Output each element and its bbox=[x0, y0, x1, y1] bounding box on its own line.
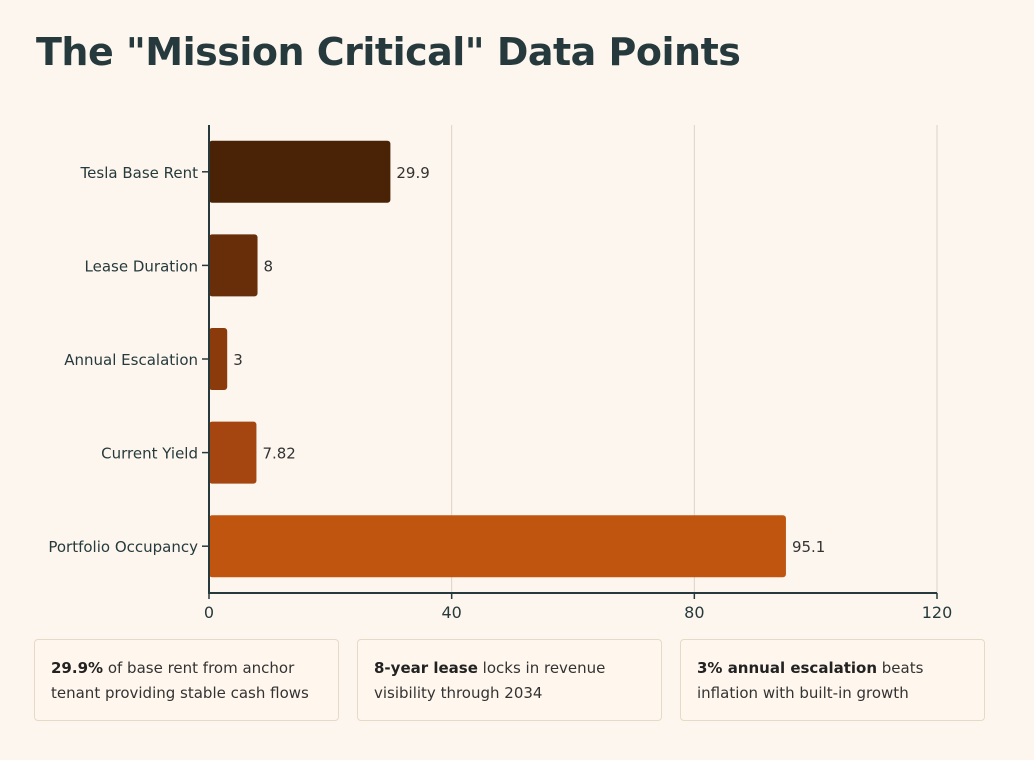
insight-card-escalation: 3% annual escalation beats inflation wit… bbox=[680, 639, 985, 721]
insight-card-text: beats inflation with built-in growth bbox=[697, 659, 924, 702]
insight-card-rent: 29.9% of base rent from anchor tenant pr… bbox=[34, 639, 339, 721]
data-label: 29.9 bbox=[396, 164, 429, 182]
insight-card-highlight: 8-year lease bbox=[374, 659, 478, 677]
bar bbox=[209, 140, 391, 203]
insight-card-text: of base rent from anchor tenant providin… bbox=[51, 659, 309, 702]
insight-card-lease: 8-year lease locks in revenue visibility… bbox=[357, 639, 662, 721]
bar bbox=[209, 421, 257, 484]
insight-card-text: locks in revenue visibility through 2034 bbox=[374, 659, 606, 702]
chart-title: The "Mission Critical" Data Points bbox=[36, 30, 741, 74]
bar bbox=[209, 515, 786, 578]
x-tick-label: 40 bbox=[441, 603, 461, 622]
bar-chart: 29.9 Tesla Base Rent 8 Lease Duration 3 Annua… bbox=[48, 125, 953, 622]
bar bbox=[209, 328, 228, 390]
x-tick-label: 120 bbox=[922, 603, 953, 622]
category-label: Portfolio Occupancy bbox=[48, 538, 198, 556]
data-label: 7.82 bbox=[262, 445, 295, 463]
category-label: Annual Escalation bbox=[64, 351, 198, 369]
x-tick-label: 0 bbox=[204, 603, 214, 622]
category-label: Lease Duration bbox=[85, 257, 198, 275]
x-tick-label: 80 bbox=[684, 603, 704, 622]
data-label: 95.1 bbox=[792, 538, 825, 556]
data-label: 8 bbox=[264, 257, 274, 275]
insight-card-highlight: 3% annual escalation bbox=[697, 659, 878, 677]
category-label: Current Yield bbox=[101, 445, 198, 463]
bar bbox=[209, 234, 258, 297]
insight-cards: 29.9% of base rent from anchor tenant pr… bbox=[34, 639, 987, 723]
data-label: 3 bbox=[233, 351, 243, 369]
insight-card-highlight: 29.9% bbox=[51, 659, 104, 677]
category-label: Tesla Base Rent bbox=[80, 164, 199, 182]
